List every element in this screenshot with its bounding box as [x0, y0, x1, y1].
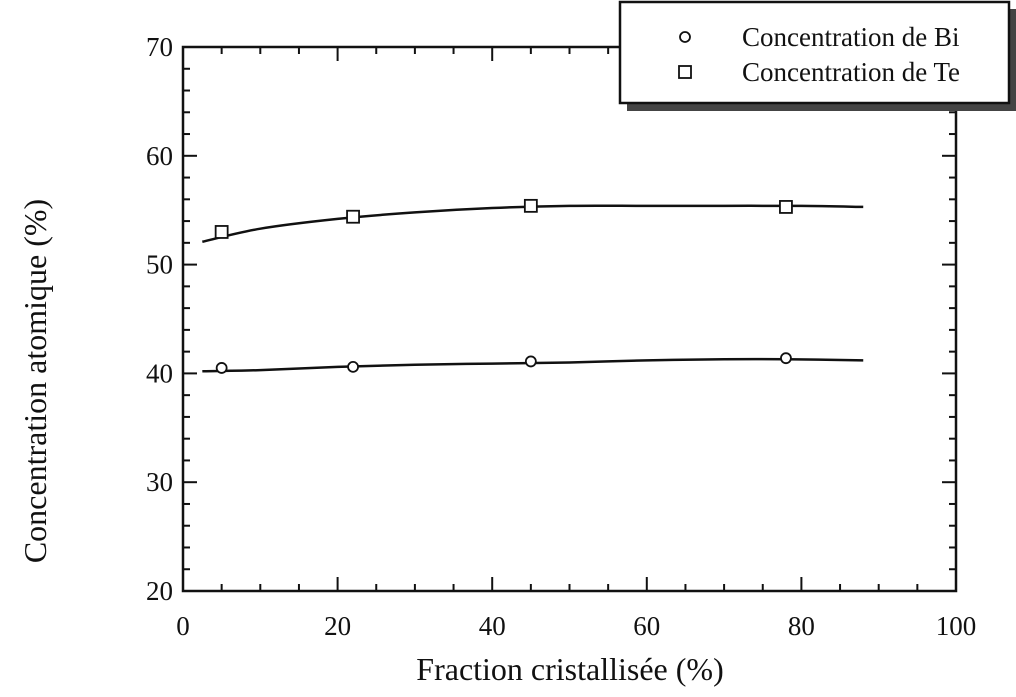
plot-frame	[181, 45, 958, 593]
data-points	[214, 198, 793, 374]
legend-marker-square	[678, 65, 692, 79]
legend-marker-circle	[679, 31, 691, 43]
y-tick-label: 30	[146, 467, 173, 497]
legend-label: Concentration de Te	[742, 57, 960, 87]
legend-box	[618, 0, 1011, 105]
x-tick-label: 40	[479, 611, 506, 641]
x-tick-label: 0	[176, 611, 190, 641]
legend: Concentration de Bi Concentration de Te	[618, 0, 1016, 111]
legend-label: Concentration de Bi	[742, 22, 959, 52]
y-tick-label: 60	[146, 141, 173, 171]
x-tick-label: 80	[788, 611, 815, 641]
x-tick-label: 20	[324, 611, 351, 641]
data-point-bi	[524, 355, 537, 368]
x-tick-label: 100	[936, 611, 977, 641]
y-tick-label: 20	[146, 576, 173, 606]
data-point-te	[779, 200, 793, 214]
data-point-bi	[347, 360, 359, 373]
fit-curves	[202, 204, 864, 373]
y-tick-label: 40	[146, 358, 173, 388]
data-point-bi	[780, 352, 792, 365]
data-point-te	[214, 225, 229, 239]
data-point-te	[523, 198, 538, 213]
y-axis-title: Concentration atomique (%)	[17, 199, 53, 563]
y-tick-label: 50	[146, 250, 173, 280]
data-point-bi	[215, 362, 228, 374]
x-tick-label: 60	[633, 611, 660, 641]
x-axis-title: Fraction cristallisée (%)	[416, 651, 723, 687]
data-point-te	[346, 209, 360, 224]
plot-border	[181, 45, 958, 593]
y-tick-label: 70	[146, 32, 173, 62]
